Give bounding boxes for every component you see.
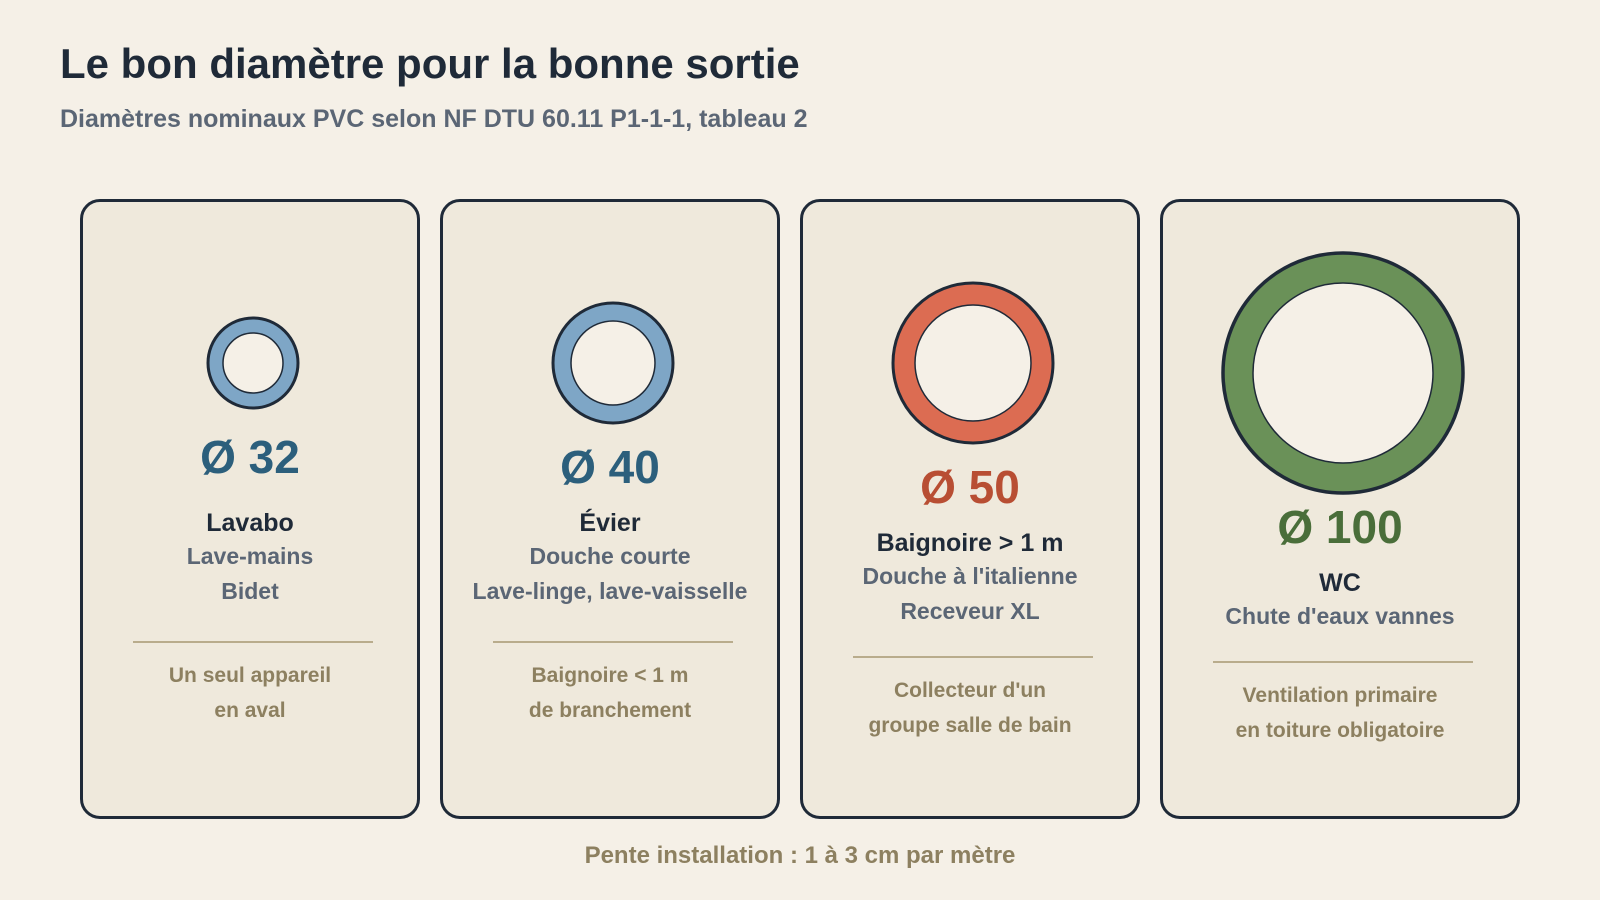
- secondary-fixture: Lave-mains: [186, 543, 314, 569]
- pipe-section-d100: [1221, 251, 1465, 495]
- card-d32: Ø 32 Lavabo Lave-mains Bidet Un seul app…: [80, 199, 420, 819]
- usage-note: groupe salle de bain: [868, 714, 1072, 737]
- page-title: Le bon diamètre pour la bonne sortie: [60, 40, 800, 87]
- primary-fixture: Lavabo: [206, 509, 294, 537]
- secondary-fixture: Douche à l'italienne: [862, 563, 1078, 589]
- secondary-fixture: Receveur XL: [900, 598, 1040, 624]
- usage-note: Un seul appareil: [168, 664, 332, 687]
- primary-fixture: Évier: [579, 509, 641, 537]
- card-d100: Ø 100 WC Chute d'eaux vannes Ventilation…: [1160, 199, 1520, 819]
- usage-note: en aval: [214, 699, 286, 722]
- pipe-section-d40: [551, 301, 675, 425]
- primary-fixture: WC: [1319, 569, 1361, 597]
- usage-note: Collecteur d'un: [893, 679, 1046, 702]
- primary-fixture: Baignoire > 1 m: [876, 529, 1064, 557]
- installation-slope-note: Pente installation : 1 à 3 cm par mètre: [584, 842, 1016, 869]
- usage-note: en toiture obligatoire: [1235, 719, 1445, 742]
- card-divider: [1213, 661, 1473, 663]
- secondary-fixture: Douche courte: [529, 543, 691, 569]
- diameter-label: Ø 50: [920, 461, 1020, 513]
- page-subtitle: Diamètres nominaux PVC selon NF DTU 60.1…: [60, 105, 808, 133]
- usage-note: de branchement: [528, 699, 692, 722]
- usage-note: Baignoire < 1 m: [531, 664, 689, 687]
- card-d50: Ø 50 Baignoire > 1 m Douche à l'italienn…: [800, 199, 1140, 819]
- pipe-section-d32: [206, 316, 300, 410]
- card-d40: Ø 40 Évier Douche courte Lave-linge, lav…: [440, 199, 780, 819]
- secondary-fixture: Chute d'eaux vannes: [1225, 603, 1455, 629]
- pipe-section-d50: [891, 281, 1055, 445]
- secondary-fixture: Bidet: [221, 578, 279, 604]
- diameter-label: Ø 100: [1277, 501, 1403, 553]
- pipe-bore-d50: [914, 304, 1032, 422]
- pipe-bore-d32: [222, 332, 284, 394]
- usage-note: Ventilation primaire: [1242, 684, 1438, 707]
- diameter-label: Ø 32: [200, 431, 300, 483]
- diameter-label: Ø 40: [560, 441, 660, 493]
- card-divider: [853, 656, 1093, 658]
- secondary-fixture: Lave-linge, lave-vaisselle: [472, 578, 748, 604]
- card-divider: [133, 641, 373, 643]
- pipe-bore-d100: [1252, 282, 1434, 464]
- pipe-bore-d40: [570, 320, 656, 406]
- card-divider: [493, 641, 733, 643]
